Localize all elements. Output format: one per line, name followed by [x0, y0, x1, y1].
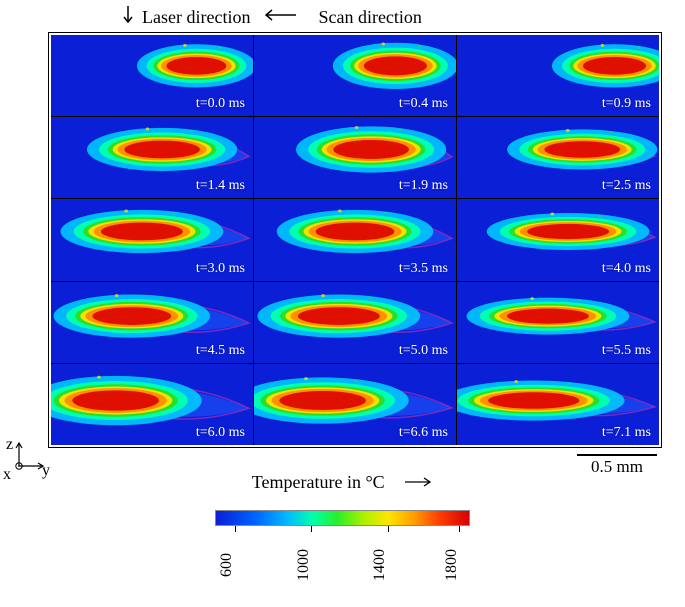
laser-direction-label: Laser direction [142, 7, 250, 28]
axes-icon [15, 442, 45, 472]
scan-direction-label: Scan direction [318, 7, 421, 28]
heatmap-cell: t=2.5 ms [457, 117, 659, 198]
scale-bar-line [577, 454, 657, 456]
time-label: t=2.5 ms [602, 178, 651, 194]
time-label: t=1.4 ms [196, 178, 245, 194]
heatmap-cell: t=1.9 ms [254, 117, 456, 198]
heatmap-cell: t=3.0 ms [51, 199, 253, 280]
heatmap-cell: t=6.6 ms [254, 364, 456, 445]
colorbar-ticks: 600100014001800 [215, 526, 470, 576]
time-label: t=5.0 ms [399, 343, 448, 359]
time-label: t=3.0 ms [196, 261, 245, 277]
heatmap-grid: t=0.0 ms t=0.4 ms t=0.9 ms t=1.4 ms t=1.9 ms… [51, 35, 659, 445]
time-label: t=0.0 ms [196, 96, 245, 112]
heatmap-cell: t=0.9 ms [457, 35, 659, 116]
time-label: t=1.9 ms [399, 178, 448, 194]
heatmap-grid-frame: t=0.0 ms t=0.4 ms t=0.9 ms t=1.4 ms t=1.9 ms… [48, 32, 662, 448]
time-label: t=6.0 ms [196, 425, 245, 441]
heatmap-cell: t=0.4 ms [254, 35, 456, 116]
colorbar: 600100014001800 [215, 510, 470, 576]
temperature-axis-label: Temperature in °C [0, 472, 685, 493]
time-label: t=0.9 ms [602, 96, 651, 112]
z-axis-label: z [6, 436, 13, 454]
heatmap-cell: t=6.0 ms [51, 364, 253, 445]
time-label: t=3.5 ms [399, 261, 448, 277]
heatmap-cell: t=5.0 ms [254, 282, 456, 363]
time-label: t=0.4 ms [399, 96, 448, 112]
colorbar-gradient [215, 510, 470, 526]
heatmap-cell: t=4.5 ms [51, 282, 253, 363]
colorbar-tick: 1800 [444, 526, 476, 552]
header-labels: Laser direction Scan direction [0, 4, 685, 30]
heatmap-cell: t=4.0 ms [457, 199, 659, 280]
time-label: t=4.0 ms [602, 261, 651, 277]
time-label: t=6.6 ms [399, 425, 448, 441]
time-label: t=5.5 ms [602, 343, 651, 359]
heatmap-cell: t=5.5 ms [457, 282, 659, 363]
heatmap-cell: t=1.4 ms [51, 117, 253, 198]
laser-direction-arrow-icon [122, 5, 134, 30]
heatmap-cell: t=0.0 ms [51, 35, 253, 116]
scan-direction-arrow-icon [262, 5, 298, 28]
colorbar-tick: 1000 [296, 526, 328, 552]
heatmap-cell: t=3.5 ms [254, 199, 456, 280]
time-label: t=7.1 ms [602, 425, 651, 441]
time-label: t=4.5 ms [196, 343, 245, 359]
temperature-arrow-icon [403, 472, 433, 493]
colorbar-tick: 1400 [372, 526, 404, 552]
colorbar-tick: 600 [223, 526, 247, 552]
heatmap-cell: t=7.1 ms [457, 364, 659, 445]
